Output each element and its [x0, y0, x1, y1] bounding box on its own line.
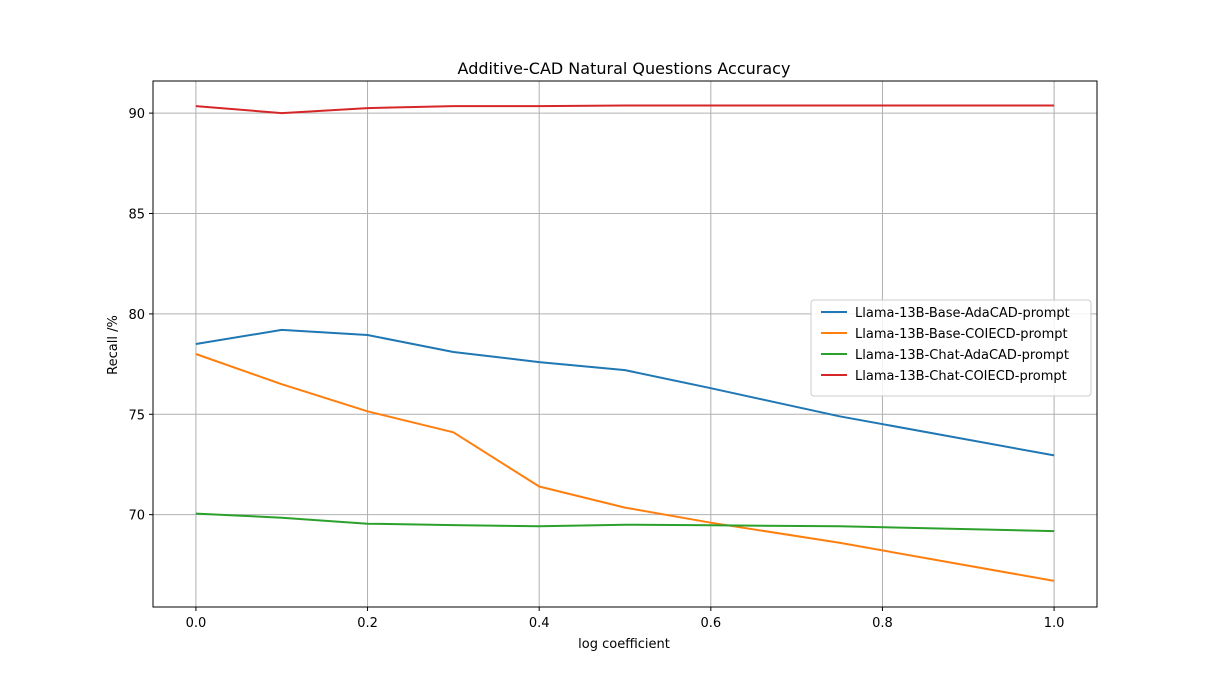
axis-ticks: 0.0 0.2 0.4 0.6 0.8 1.0 70 75 80 85 90	[128, 107, 1064, 631]
legend-label: Llama-13B-Chat-AdaCAD-prompt	[855, 348, 1069, 363]
legend-box	[810, 299, 1092, 397]
series-line-2	[195, 512, 1055, 533]
x-tick-label: 0.8	[872, 616, 893, 631]
x-tick-label: 0.4	[529, 616, 550, 631]
y-tick-label: 80	[128, 308, 145, 323]
x-tick-label: 0.2	[357, 616, 378, 631]
x-tick-label: 0.6	[700, 616, 721, 631]
legend-label: Llama-13B-Base-COIECD-prompt	[855, 327, 1068, 342]
y-axis-label: Recall /%	[106, 315, 121, 375]
series-lines	[195, 104, 1055, 582]
series-line-1	[195, 353, 1055, 582]
legend: Llama-13B-Base-AdaCAD-prompt Llama-13B-Ba…	[810, 299, 1092, 397]
plot-frame	[152, 80, 1098, 608]
y-tick-label: 70	[128, 509, 145, 524]
y-tick-label: 75	[128, 408, 145, 423]
x-tick-label: 1.0	[1044, 616, 1065, 631]
series-line-3	[195, 104, 1055, 115]
x-axis-label: log coefficient	[578, 637, 670, 652]
legend-label: Llama-13B-Chat-COIECD-prompt	[855, 369, 1067, 384]
y-tick-label: 85	[128, 208, 145, 223]
legend-label: Llama-13B-Base-AdaCAD-prompt	[855, 306, 1070, 321]
y-tick-label: 90	[128, 107, 145, 122]
series-line-0	[195, 328, 1055, 457]
chart-title: Additive-CAD Natural Questions Accuracy	[458, 59, 791, 78]
x-tick-label: 0.0	[186, 616, 207, 631]
